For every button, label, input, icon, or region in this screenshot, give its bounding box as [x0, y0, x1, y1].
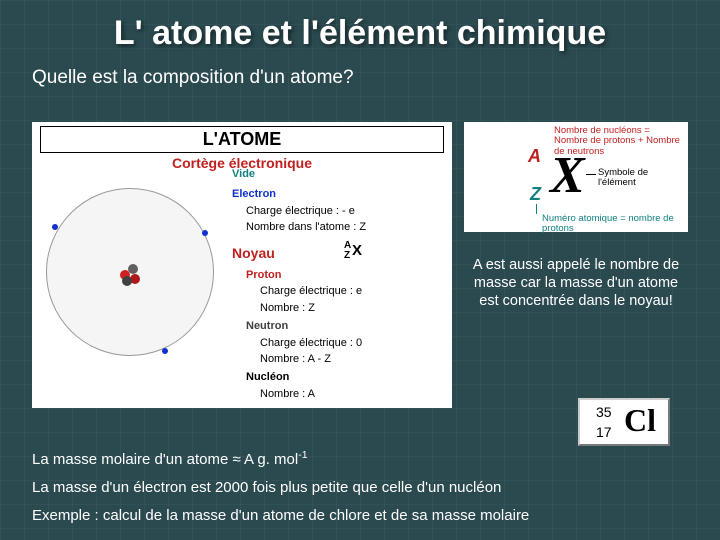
proton-charge: Charge électrique : e — [232, 285, 442, 299]
arrow-x — [586, 174, 596, 175]
atom-labels: Vide Electron Charge électrique : - e No… — [232, 168, 442, 405]
atom-header: L'ATOME — [40, 126, 444, 153]
nucleon-label: Nucléon — [232, 371, 442, 385]
notation-X: X — [550, 146, 585, 205]
notation-A: A — [528, 146, 541, 167]
chlorine-box: 35 17 Cl — [578, 398, 670, 446]
nucleon-count: Nombre : A — [232, 388, 442, 402]
electron-dot — [52, 224, 58, 230]
footer-line-2: La masse d'un électron est 2000 fois plu… — [32, 476, 688, 500]
neutron-ball — [122, 276, 132, 286]
footer-line-1: La masse molaire d'un atome ≈ A g. mol-1 — [32, 447, 688, 472]
noyau-symbol: A Z X — [352, 242, 362, 259]
cl-symbol: Cl — [624, 402, 656, 439]
notation-panel: Nombre de nucléons = Nombre de protons +… — [464, 122, 688, 232]
symbol-note: Symbole de l'élément — [598, 168, 686, 189]
neutron-label: Neutron — [232, 320, 442, 334]
neutron-ball — [128, 264, 138, 274]
arrow-z — [536, 204, 537, 214]
proton-count: Nombre : Z — [232, 302, 442, 316]
footer-text: La masse molaire d'un atome ≈ A g. mol-1… — [32, 447, 688, 532]
electron-charge: Charge électrique : - e — [232, 205, 442, 219]
noyau-X: X — [352, 242, 362, 259]
question-text: Quelle est la composition d'un atome? — [0, 53, 720, 89]
notation-Z: Z — [530, 184, 541, 205]
page-title: L' atome et l'élément chimique — [0, 0, 720, 53]
atomic-number-note: Numéro atomique = nombre de protons — [542, 214, 686, 235]
nucleus-icon — [118, 262, 142, 286]
atom-diagram-panel: L'ATOME Cortège électronique Vide Electr… — [32, 122, 452, 408]
neutron-count: Nombre : A - Z — [232, 353, 442, 367]
cl-mass-number: 35 — [596, 404, 612, 420]
cl-atomic-number: 17 — [596, 424, 612, 440]
electron-label: Electron — [232, 188, 442, 202]
electron-dot — [162, 348, 168, 354]
proton-label: Proton — [232, 269, 442, 283]
electron-count: Nombre dans l'atome : Z — [232, 221, 442, 235]
vide-label: Vide — [232, 168, 442, 182]
footer-line-3: Exemple : calcul de la masse d'un atome … — [32, 504, 688, 528]
noyau-label: Noyau — [232, 245, 442, 263]
noyau-Z: Z — [344, 250, 350, 261]
mass-description: A est aussi appelé le nombre de masse ca… — [464, 256, 688, 310]
neutron-charge: Charge électrique : 0 — [232, 337, 442, 351]
atom-orbit — [42, 178, 222, 388]
electron-dot — [202, 230, 208, 236]
